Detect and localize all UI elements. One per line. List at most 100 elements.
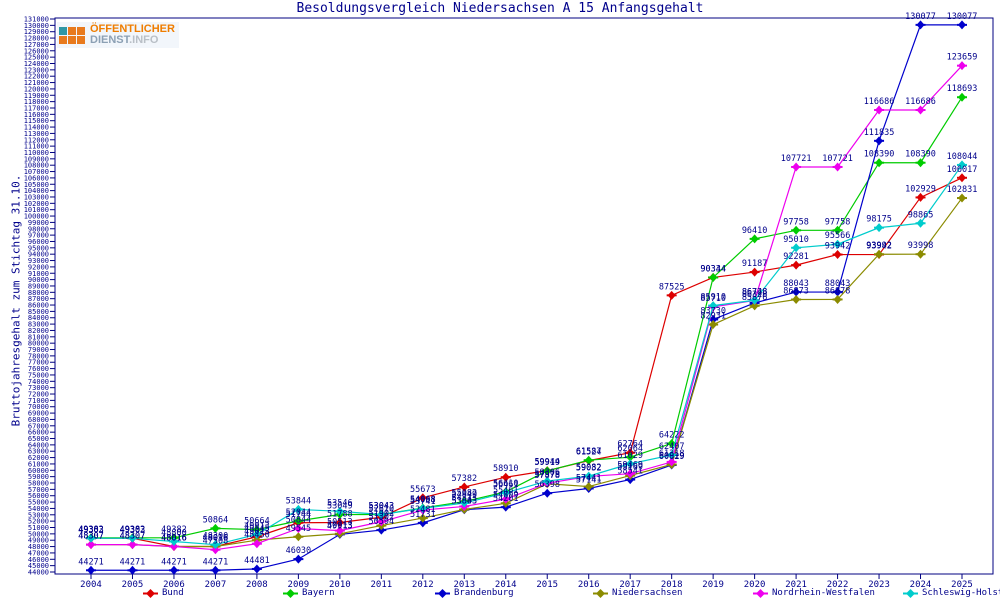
logo-square (68, 26, 76, 35)
y-tick-label: 113000 (24, 130, 49, 138)
y-tick-label: 70000 (28, 403, 49, 411)
y-tick-label: 51000 (28, 524, 49, 532)
data-point-label: 60919 (659, 451, 685, 461)
legend-label: Schleswig-Holstein (922, 588, 1000, 598)
y-tick-label: 127000 (24, 41, 49, 49)
x-tick-label: 2018 (661, 580, 683, 590)
data-point-label: 86728 (742, 287, 768, 297)
y-tick-label: 89000 (28, 282, 49, 290)
data-point-bayern (875, 158, 884, 168)
x-tick-label: 2024 (910, 580, 932, 590)
legend-label: Bayern (302, 588, 335, 598)
data-point-label: 106017 (947, 165, 978, 175)
legend-item-niedersachsen: Niedersachsen (593, 586, 682, 600)
y-tick-label: 46000 (28, 556, 49, 564)
logo-text: ÖFFENTLICHER DIENST.INFO (90, 24, 175, 46)
data-point-label: 49303 (78, 525, 104, 535)
data-point-schleswig-holstein (335, 506, 344, 516)
x-tick-label: 2012 (412, 580, 434, 590)
y-tick-label: 71000 (28, 397, 49, 405)
data-point-label: 53049 (327, 501, 353, 511)
data-point-label: 48307 (78, 532, 104, 542)
data-point-label: 49382 (161, 525, 187, 535)
data-point-schleswig-holstein (460, 498, 469, 508)
data-point-brandenburg (294, 554, 303, 564)
data-point-label: 51788 (327, 509, 353, 519)
data-point-niedersachsen (294, 532, 303, 542)
data-point-label: 59032 (576, 463, 602, 473)
data-point-niedersachsen (750, 301, 759, 311)
y-tick-label: 66000 (28, 429, 49, 437)
y-tick-label: 81000 (28, 333, 49, 341)
legend-item-schleswig-holstein: Schleswig-Holstein (903, 586, 1000, 600)
y-tick-label: 77000 (28, 359, 49, 367)
data-point-label: 86873 (783, 286, 809, 296)
data-point-nordrhein-westfalen (875, 105, 884, 115)
data-point-label: 57878 (534, 471, 560, 481)
data-point-label: 44271 (161, 557, 187, 567)
data-point-label: 57382 (451, 474, 477, 484)
y-tick-label: 121000 (24, 79, 49, 87)
data-point-label: 85910 (700, 293, 726, 303)
data-point-brandenburg (377, 525, 386, 535)
y-tick-label: 79000 (28, 346, 49, 354)
data-point-label: 50844 (286, 515, 312, 525)
data-point-schleswig-holstein (252, 529, 261, 539)
data-point-label: 93998 (908, 241, 934, 251)
data-point-label: 108044 (947, 152, 978, 162)
y-tick-label: 85000 (28, 308, 49, 316)
data-point-schleswig-holstein (833, 239, 842, 249)
data-point-brandenburg (792, 287, 801, 297)
data-point-schleswig-holstein (87, 533, 95, 543)
data-point-label: 61587 (576, 447, 602, 457)
data-point-schleswig-holstein (418, 503, 427, 513)
data-point-label: 59469 (617, 461, 643, 471)
y-tick-label: 91000 (28, 270, 49, 278)
data-point-label: 87525 (659, 282, 685, 292)
data-point-brandenburg (833, 287, 842, 297)
series-line-brandenburg (91, 24, 962, 571)
y-tick-label: 112000 (24, 136, 49, 144)
y-tick-label: 104000 (24, 187, 49, 195)
legend-item-nordrhein-westfalen: Nordrhein-Westfalen (753, 586, 875, 600)
x-tick-label: 2023 (868, 580, 890, 590)
data-point-label: 93992 (866, 241, 892, 251)
data-point-schleswig-holstein (958, 160, 966, 170)
y-tick-label: 80000 (28, 340, 49, 348)
data-point-label: 44271 (78, 557, 104, 567)
data-point-nordrhein-westfalen (916, 105, 925, 115)
data-point-bayern (252, 525, 261, 535)
y-tick-label: 122000 (24, 73, 49, 81)
data-point-schleswig-holstein (543, 476, 552, 486)
legend-item-bund: Bund (143, 586, 184, 600)
data-point-label: 48016 (203, 533, 229, 543)
data-point-bayern (958, 92, 966, 102)
y-tick-label: 96000 (28, 238, 49, 246)
data-point-nordrhein-westfalen (128, 540, 137, 550)
y-tick-label: 45000 (28, 562, 49, 570)
data-point-label: 52610 (369, 504, 395, 514)
y-tick-label: 74000 (28, 378, 49, 386)
data-point-label: 49913 (327, 521, 353, 531)
y-tick-label: 107000 (24, 168, 49, 176)
data-point-bayern (584, 455, 593, 465)
data-point-label: 44271 (203, 557, 229, 567)
logo-grid-icon (59, 26, 85, 44)
y-tick-label: 65000 (28, 435, 49, 443)
data-point-label: 49545 (286, 524, 312, 534)
y-tick-label: 114000 (24, 124, 49, 132)
data-point-label: 130077 (905, 12, 936, 22)
y-tick-label: 69000 (28, 410, 49, 418)
data-point-niedersachsen (875, 249, 884, 259)
series-line-niedersachsen (91, 197, 963, 548)
data-point-label: 53043 (369, 502, 395, 512)
y-tick-label: 108000 (24, 162, 49, 170)
y-tick-label: 99000 (28, 219, 49, 227)
data-point-label: 54008 (410, 495, 436, 505)
y-tick-label: 118000 (24, 98, 49, 106)
data-point-brandenburg (709, 314, 718, 324)
data-point-bund (460, 482, 469, 492)
site-logo[interactable]: ÖFFENTLICHER DIENST.INFO (57, 22, 179, 48)
data-point-label: 47508 (203, 537, 229, 547)
y-tick-label: 53000 (28, 511, 49, 519)
